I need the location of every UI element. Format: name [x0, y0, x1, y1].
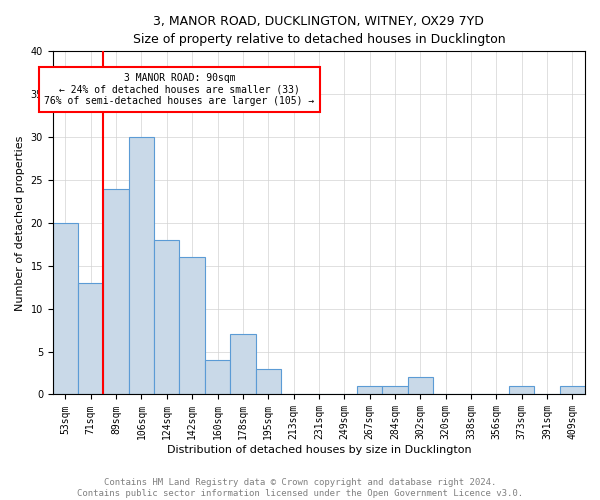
X-axis label: Distribution of detached houses by size in Ducklington: Distribution of detached houses by size …: [167, 445, 471, 455]
Bar: [509, 386, 535, 394]
Bar: [205, 360, 230, 394]
Text: 3 MANOR ROAD: 90sqm
← 24% of detached houses are smaller (33)
76% of semi-detach: 3 MANOR ROAD: 90sqm ← 24% of detached ho…: [44, 73, 314, 106]
Text: Contains HM Land Registry data © Crown copyright and database right 2024.
Contai: Contains HM Land Registry data © Crown c…: [77, 478, 523, 498]
Bar: [357, 386, 382, 394]
Bar: [154, 240, 179, 394]
Bar: [382, 386, 407, 394]
Bar: [103, 188, 129, 394]
Bar: [53, 223, 78, 394]
Title: 3, MANOR ROAD, DUCKLINGTON, WITNEY, OX29 7YD
Size of property relative to detach: 3, MANOR ROAD, DUCKLINGTON, WITNEY, OX29…: [133, 15, 505, 46]
Bar: [256, 368, 281, 394]
Bar: [230, 334, 256, 394]
Bar: [407, 378, 433, 394]
Bar: [179, 257, 205, 394]
Bar: [129, 137, 154, 394]
Bar: [78, 283, 103, 395]
Bar: [560, 386, 585, 394]
Y-axis label: Number of detached properties: Number of detached properties: [15, 135, 25, 310]
